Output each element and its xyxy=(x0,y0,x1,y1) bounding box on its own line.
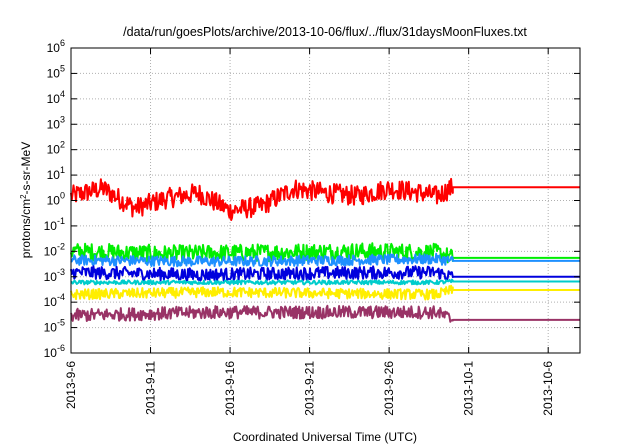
series-line-4 xyxy=(70,278,580,286)
y-tick-exp: -4 xyxy=(57,292,65,302)
y-tick-exp: 1 xyxy=(60,165,65,175)
y-tick-label: 10-1 xyxy=(44,216,65,233)
y-tick-label: 102 xyxy=(47,140,65,157)
series-line-5 xyxy=(70,284,580,301)
y-tick-label: 101 xyxy=(47,165,65,182)
y-tick-label: 105 xyxy=(47,63,65,80)
y-tick-exp: 3 xyxy=(60,114,65,124)
y-tick-exp: 6 xyxy=(60,38,65,48)
y-tick-exp: -6 xyxy=(57,343,65,353)
y-tick-label: 10-6 xyxy=(44,343,65,360)
x-tick-label: 2013-9-21 xyxy=(303,361,317,416)
x-tick-label: 2013-9-11 xyxy=(144,361,158,415)
series-line-2 xyxy=(70,252,580,268)
y-tick-exp: -3 xyxy=(57,267,65,277)
y-tick-base: 10 xyxy=(47,41,61,55)
y-axis-label-sup: 2 xyxy=(19,194,28,199)
y-tick-label: 10-4 xyxy=(44,292,65,309)
y-tick-label: 100 xyxy=(47,191,65,208)
y-tick-label: 103 xyxy=(47,114,65,131)
series-layer xyxy=(70,177,580,323)
y-tick-exp: -5 xyxy=(57,318,65,328)
x-tick-label: 2013-10-1 xyxy=(462,361,476,416)
y-axis-label-post: -s-sr-MeV xyxy=(19,142,33,195)
y-tick-base: 10 xyxy=(44,346,58,360)
series-line-6 xyxy=(70,304,580,323)
y-axis-label-pre: protons/cm xyxy=(19,199,33,258)
y-tick-label: 10-5 xyxy=(44,318,65,335)
y-tick-exp: 0 xyxy=(60,191,65,201)
y-tick-base: 10 xyxy=(47,117,61,131)
y-tick-exp: 2 xyxy=(60,140,65,150)
y-tick-base: 10 xyxy=(47,143,61,157)
series-line-1 xyxy=(70,242,580,264)
series-line-3 xyxy=(70,265,580,282)
y-tick-base: 10 xyxy=(44,270,58,284)
y-tick-base: 10 xyxy=(47,168,61,182)
y-tick-label: 106 xyxy=(47,38,65,55)
chart-title: /data/run/goesPlots/archive/2013-10-06/f… xyxy=(123,25,527,39)
y-tick-base: 10 xyxy=(47,92,61,106)
y-tick-exp: -2 xyxy=(57,241,65,251)
y-tick-exp: -1 xyxy=(57,216,65,226)
x-tick-label: 2013-9-26 xyxy=(382,361,396,416)
x-tick-label: 2013-10-6 xyxy=(541,361,555,416)
y-tick-exp: 5 xyxy=(60,63,65,73)
y-tick-label: 10-3 xyxy=(44,267,65,284)
x-axis-label: Coordinated Universal Time (UTC) xyxy=(233,430,417,444)
x-ticks: 2013-9-6 2013-9-11 2013-9-16 2013-9-21 2013-… xyxy=(64,48,555,416)
series-line-0 xyxy=(70,177,580,221)
y-axis-label: protons/cm2-s-sr-MeV xyxy=(19,142,34,258)
y-tick-base: 10 xyxy=(44,295,58,309)
x-tick-label: 2013-9-6 xyxy=(64,361,78,409)
y-tick-label: 104 xyxy=(47,89,65,106)
y-tick-base: 10 xyxy=(44,321,58,335)
y-tick-exp: 4 xyxy=(60,89,65,99)
y-tick-base: 10 xyxy=(44,244,58,258)
y-tick-base: 10 xyxy=(44,219,58,233)
x-tick-label: 2013-9-16 xyxy=(223,361,237,416)
y-tick-base: 10 xyxy=(47,66,61,80)
y-ticks: 10-610-510-410-310-210-11001011021031041… xyxy=(44,38,580,360)
y-tick-label: 10-2 xyxy=(44,241,65,258)
y-tick-base: 10 xyxy=(47,194,61,208)
